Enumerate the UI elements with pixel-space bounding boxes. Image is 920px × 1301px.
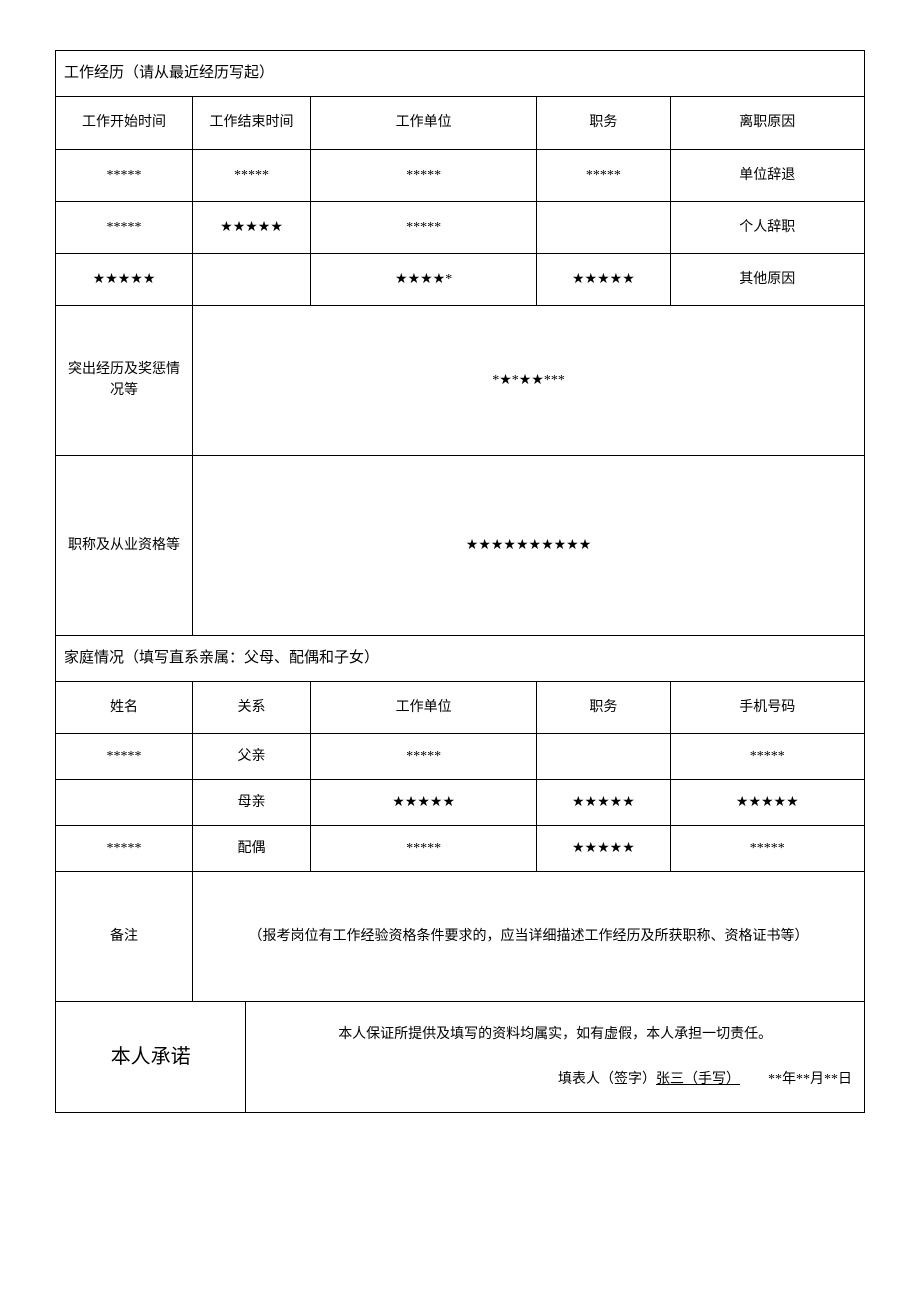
work-cell-unit: ***** bbox=[311, 149, 537, 201]
family-cell-phone: ***** bbox=[670, 826, 864, 872]
family-row: ***** 配偶 ***** ★★★★★ ***** bbox=[56, 826, 864, 872]
family-cell-unit: ***** bbox=[311, 734, 537, 780]
work-header-position: 职务 bbox=[537, 97, 670, 149]
remark-label: 备注 bbox=[56, 872, 193, 1002]
remark-row: 备注 （报考岗位有工作经验资格条件要求的，应当详细描述工作经历及所获职称、资格证… bbox=[56, 872, 864, 1002]
family-cell-relation: 配偶 bbox=[193, 826, 311, 872]
work-cell-reason: 其他原因 bbox=[670, 253, 864, 305]
family-header-name: 姓名 bbox=[56, 682, 193, 734]
family-cell-position bbox=[537, 734, 670, 780]
work-header-unit: 工作单位 bbox=[311, 97, 537, 149]
family-cell-relation: 父亲 bbox=[193, 734, 311, 780]
family-cell-relation: 母亲 bbox=[193, 780, 311, 826]
promise-row: 本人承诺 本人保证所提供及填写的资料均属实，如有虚假，本人承担一切责任。 填表人… bbox=[56, 1002, 864, 1112]
form-container: 工作经历（请从最近经历写起） 工作开始时间 工作结束时间 工作单位 职务 离职原… bbox=[55, 50, 865, 1113]
promise-signature-line: 填表人（签字）张三（手写） **年**月**日 bbox=[256, 1069, 854, 1090]
family-cell-phone: ★★★★★ bbox=[670, 780, 864, 826]
family-cell-name bbox=[56, 780, 193, 826]
work-table: 工作开始时间 工作结束时间 工作单位 职务 离职原因 ***** ***** *… bbox=[56, 97, 864, 636]
promise-table: 本人承诺 本人保证所提供及填写的资料均属实，如有虚假，本人承担一切责任。 填表人… bbox=[56, 1002, 864, 1113]
work-cell-unit: ***** bbox=[311, 201, 537, 253]
work-cell-end: ***** bbox=[193, 149, 311, 201]
family-header-row: 姓名 关系 工作单位 职务 手机号码 bbox=[56, 682, 864, 734]
family-cell-name: ***** bbox=[56, 734, 193, 780]
work-cell-reason: 单位辞退 bbox=[670, 149, 864, 201]
family-row: 母亲 ★★★★★ ★★★★★ ★★★★★ bbox=[56, 780, 864, 826]
work-honors-value: *★*★★*** bbox=[193, 305, 864, 455]
work-cell-unit: ★★★★* bbox=[311, 253, 537, 305]
work-cell-end bbox=[193, 253, 311, 305]
work-row: ★★★★★ ★★★★* ★★★★★ 其他原因 bbox=[56, 253, 864, 305]
family-header-relation: 关系 bbox=[193, 682, 311, 734]
family-cell-position: ★★★★★ bbox=[537, 780, 670, 826]
work-cell-start: ***** bbox=[56, 201, 193, 253]
family-header-position: 职务 bbox=[537, 682, 670, 734]
work-cell-reason: 个人辞职 bbox=[670, 201, 864, 253]
signer-prefix: 填表人（签字） bbox=[558, 1072, 656, 1087]
family-table: 姓名 关系 工作单位 职务 手机号码 ***** 父亲 ***** ***** … bbox=[56, 682, 864, 1003]
work-cell-start: ★★★★★ bbox=[56, 253, 193, 305]
work-header-row: 工作开始时间 工作结束时间 工作单位 职务 离职原因 bbox=[56, 97, 864, 149]
work-honors-label: 突出经历及奖惩情况等 bbox=[56, 305, 193, 455]
work-header-start: 工作开始时间 bbox=[56, 97, 193, 149]
promise-statement: 本人保证所提供及填写的资料均属实，如有虚假，本人承担一切责任。 bbox=[256, 1024, 854, 1045]
work-row: ***** ***** ***** ***** 单位辞退 bbox=[56, 149, 864, 201]
promise-label: 本人承诺 bbox=[56, 1002, 246, 1112]
work-qual-row: 职称及从业资格等 ★★★★★★★★★★ bbox=[56, 455, 864, 635]
work-cell-position: ★★★★★ bbox=[537, 253, 670, 305]
remark-value: （报考岗位有工作经验资格条件要求的，应当详细描述工作经历及所获职称、资格证书等） bbox=[193, 872, 864, 1002]
family-header-phone: 手机号码 bbox=[670, 682, 864, 734]
work-cell-position bbox=[537, 201, 670, 253]
family-section-title: 家庭情况（填写直系亲属：父母、配偶和子女） bbox=[64, 650, 379, 666]
work-qual-value: ★★★★★★★★★★ bbox=[193, 455, 864, 635]
family-section-header: 家庭情况（填写直系亲属：父母、配偶和子女） bbox=[56, 636, 864, 682]
family-cell-phone: ***** bbox=[670, 734, 864, 780]
work-cell-position: ***** bbox=[537, 149, 670, 201]
signer-name: 张三（手写） bbox=[656, 1072, 740, 1087]
family-header-unit: 工作单位 bbox=[311, 682, 537, 734]
promise-content: 本人保证所提供及填写的资料均属实，如有虚假，本人承担一切责任。 填表人（签字）张… bbox=[246, 1002, 864, 1112]
family-row: ***** 父亲 ***** ***** bbox=[56, 734, 864, 780]
work-cell-start: ***** bbox=[56, 149, 193, 201]
work-honors-row: 突出经历及奖惩情况等 *★*★★*** bbox=[56, 305, 864, 455]
work-section-title: 工作经历（请从最近经历写起） bbox=[64, 65, 274, 81]
family-cell-position: ★★★★★ bbox=[537, 826, 670, 872]
work-row: ***** ★★★★★ ***** 个人辞职 bbox=[56, 201, 864, 253]
promise-date: **年**月**日 bbox=[768, 1072, 852, 1087]
family-cell-unit: ★★★★★ bbox=[311, 780, 537, 826]
family-cell-name: ***** bbox=[56, 826, 193, 872]
work-qual-label: 职称及从业资格等 bbox=[56, 455, 193, 635]
work-header-reason: 离职原因 bbox=[670, 97, 864, 149]
work-cell-end: ★★★★★ bbox=[193, 201, 311, 253]
family-cell-unit: ***** bbox=[311, 826, 537, 872]
work-header-end: 工作结束时间 bbox=[193, 97, 311, 149]
work-section-header: 工作经历（请从最近经历写起） bbox=[56, 51, 864, 97]
